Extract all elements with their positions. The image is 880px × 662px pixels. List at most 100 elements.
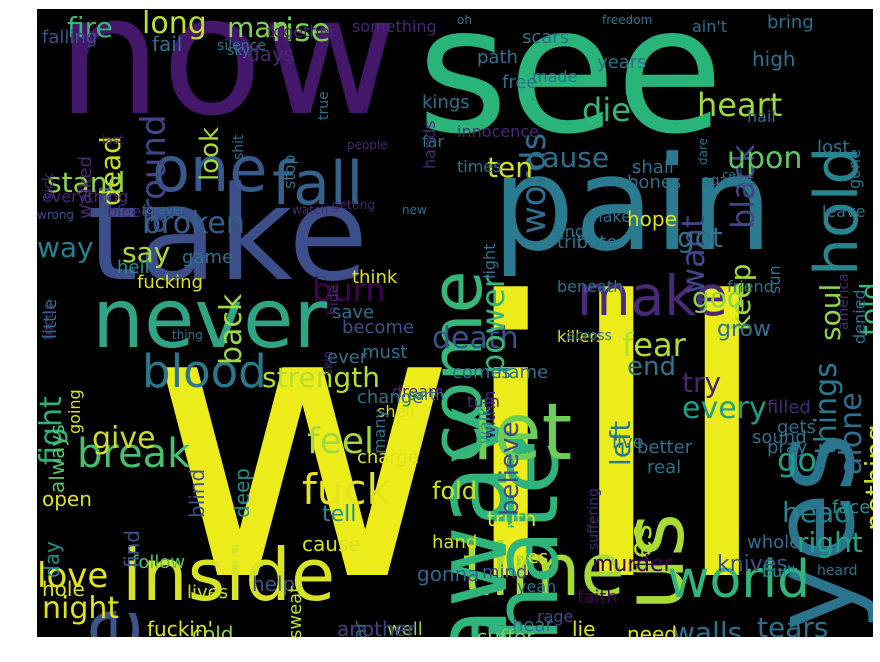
cloud-word: comes [452, 362, 511, 383]
cloud-word: faith [577, 587, 618, 608]
cloud-word: sky [227, 43, 251, 59]
cloud-word: need [627, 622, 677, 637]
cloud-word: mind [482, 562, 528, 583]
cloud-word: heard [817, 563, 858, 579]
cloud-word: pray [767, 437, 808, 458]
cloud-word: sing [552, 222, 586, 241]
cloud-word: whole [747, 532, 801, 553]
cloud-word: times [457, 157, 502, 176]
cloud-word: shell [377, 402, 415, 421]
cloud-word: friend [727, 277, 774, 296]
cloud-word: ten [487, 151, 533, 184]
cloud-word: end [627, 352, 676, 382]
cloud-word: hide [326, 284, 342, 315]
cloud-word: tell [322, 502, 357, 527]
cloud-word: bones [627, 172, 682, 193]
cloud-word: hands [420, 120, 439, 170]
cloud-word: denied [850, 289, 869, 345]
cloud-word: way [37, 231, 94, 264]
cloud-word: yeah [517, 577, 557, 596]
cloud-word: day [40, 541, 64, 578]
cloud-word: name [497, 362, 549, 383]
cloud-word: leave [822, 202, 866, 221]
cloud-word: rage [537, 607, 574, 626]
cloud-word: last [102, 133, 124, 147]
cloud-word: never [92, 272, 328, 367]
cloud-word: fucking [137, 272, 203, 293]
cloud-word: hand [432, 532, 478, 553]
cloud-word: blood [142, 345, 267, 398]
cloud-word: everything [42, 187, 129, 206]
cloud-word: look [195, 127, 225, 182]
cloud-word: focus [41, 302, 57, 340]
cloud-word: true [316, 91, 332, 120]
cloud-word: truth [487, 507, 537, 531]
cloud-word: rise [272, 11, 331, 49]
cloud-word: die [582, 91, 631, 129]
cloud-word: made [532, 67, 578, 86]
cloud-word: power [474, 275, 512, 375]
cloud-word: hell [117, 257, 150, 278]
cloud-word: lives [187, 582, 229, 603]
cloud-word: yes [517, 547, 549, 568]
cloud-word: become [342, 317, 415, 338]
cloud-word: sound [752, 427, 807, 448]
cloud-word: real [647, 457, 682, 478]
cloud-word: stand [47, 166, 126, 199]
cloud-word: help [252, 572, 296, 596]
cloud-word: must [362, 342, 408, 363]
cloud-word: heart [697, 86, 783, 124]
cloud-word: burn [312, 271, 386, 309]
cloud-word: now [57, 9, 398, 152]
cloud-word: suffer [477, 625, 535, 637]
cloud-word: well [387, 619, 423, 638]
cloud-word: gets [777, 417, 816, 438]
cloud-word: live [612, 432, 644, 453]
cloud-word: man [227, 11, 290, 44]
cloud-word: oh [457, 13, 472, 27]
cloud-word: built [762, 562, 798, 581]
cloud-word: give [92, 421, 156, 456]
cloud-word: break [77, 431, 191, 477]
cloud-word: new [402, 203, 427, 217]
cloud-word: death [432, 321, 519, 356]
cloud-word: every [682, 391, 767, 426]
cloud-word: tears [757, 611, 829, 638]
cloud-word: silence [217, 38, 266, 54]
cloud-word: hail [747, 107, 776, 126]
cloud-word: against [702, 173, 754, 189]
cloud-word: tribute [557, 232, 618, 253]
cloud-word: believe [495, 421, 525, 517]
cloud-word: let [472, 388, 573, 478]
cloud-word: change [357, 387, 424, 408]
cloud-word: fire [67, 11, 113, 44]
cloud-word: hear [512, 615, 553, 636]
cloud-word: cause [302, 532, 361, 556]
cloud-word: head [782, 496, 852, 529]
cloud-word: lie [572, 617, 596, 637]
cloud-word: game [182, 247, 234, 268]
cloud-word: pain [492, 128, 773, 280]
cloud-word: beneath [557, 277, 624, 296]
cloud-word: scars [522, 27, 570, 48]
cloud-word: filled [767, 397, 811, 418]
cloud-word: hole [42, 577, 85, 601]
cloud-word: cold [192, 622, 234, 637]
cloud-word: take [87, 158, 369, 310]
cloud-word: fail [152, 32, 183, 56]
cloud-word: will [147, 222, 775, 637]
cloud-word: sweat [285, 585, 306, 637]
cloud-word: fall [272, 149, 364, 219]
cloud-word: across [567, 328, 612, 344]
cloud-word: hope [627, 207, 677, 231]
cloud-word: walls [672, 616, 743, 638]
cloud-word: bring [767, 12, 814, 33]
cloud-word: ever [327, 347, 368, 368]
cloud-word: gone [845, 149, 864, 190]
cloud-word: makes [587, 207, 640, 226]
cloud-word: free [502, 72, 538, 93]
cloud-word: something [352, 17, 437, 36]
cloud-word: forever [142, 203, 186, 217]
cloud-word: suffering [586, 487, 602, 550]
cloud-word: back [214, 293, 249, 365]
